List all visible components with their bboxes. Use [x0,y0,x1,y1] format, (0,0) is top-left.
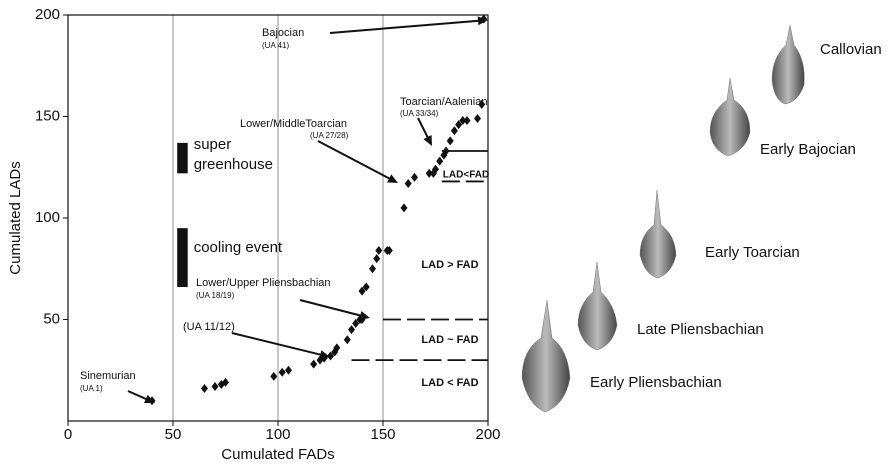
annotation-sublabel: (UA 18/19) [196,291,235,300]
fossil-label: Early Bajocian [760,141,856,158]
y-tick-label: 100 [35,209,60,226]
event-label: super [194,136,232,153]
data-point [279,368,286,377]
data-point [436,157,443,166]
fossil-early-toarcian [640,190,676,278]
event-bar [177,228,188,287]
data-point [411,173,418,182]
x-tick-label: 200 [475,426,500,443]
data-point [285,366,292,375]
fossil-early-pliensbachian [522,300,570,412]
y-axis-label: Cumulated LADs [7,161,24,274]
annotation-label: Sinemurian [80,370,136,382]
fossil-callovian [772,25,804,104]
event-label: cooling event [194,239,283,256]
annotation-label: Lower/MiddleToarcian [240,118,347,130]
data-point [270,372,277,381]
annotation-arrow [300,300,364,317]
annotation-sublabel: (UA 1) [80,384,103,393]
x-tick-label: 100 [265,426,290,443]
data-point [405,179,412,188]
data-point [373,254,380,263]
data-point [464,116,471,125]
annotation-arrow [318,141,393,180]
x-axis-label: Cumulated FADs [221,446,334,463]
y-tick-label: 150 [35,107,60,124]
annotation-label: Toarcian/Aalenian [400,96,487,108]
region-label: LAD < FAD [421,377,478,389]
event-label: greenhouse [194,156,273,173]
data-point [344,335,351,344]
fossil-label: Early Toarcian [705,244,800,261]
data-point [447,136,454,145]
y-tick-label: 200 [35,6,60,23]
annotation-sublabel: (UA 41) [262,41,289,50]
data-point [375,246,382,255]
data-point [201,384,208,393]
region-label: LAD<FAD [443,170,489,181]
region-label: LAD > FAD [421,259,478,271]
fossil-label: Early Pliensbachian [590,374,722,391]
fossil-early-bajocian [710,78,750,156]
fossil-label: Late Pliensbachian [637,321,764,338]
x-tick-label: 150 [370,426,395,443]
y-tick-label: 50 [43,310,60,327]
annotation-arrow [330,20,482,33]
fossil-label: Callovian [820,41,882,58]
fossil-late-pliensbachian [578,262,617,350]
data-point [451,126,458,135]
figure: 0 50 100 150 200 50 100 150 200 Cumulated FADs Cum… [0,0,895,466]
data-point [474,114,481,123]
x-tick-label: 0 [64,426,72,443]
arrow-head [359,311,370,320]
region-label: LAD ~ FAD [421,334,478,346]
data-point [401,203,408,212]
annotation-label: Bajocian [262,27,304,39]
data-point [212,382,219,391]
annotation-sublabel: (UA 33/34) [400,109,439,118]
data-point [369,264,376,273]
annotation-label: (UA 11/12) [183,321,235,333]
annotation-label: Lower/Upper Pliensbachian [196,277,331,289]
data-point [310,360,317,369]
x-tick-label: 50 [165,426,182,443]
annotation-sublabel: (UA 27/28) [310,131,349,140]
data-point [348,325,355,334]
fossil-illustrations [522,25,804,412]
event-bar [177,143,188,173]
